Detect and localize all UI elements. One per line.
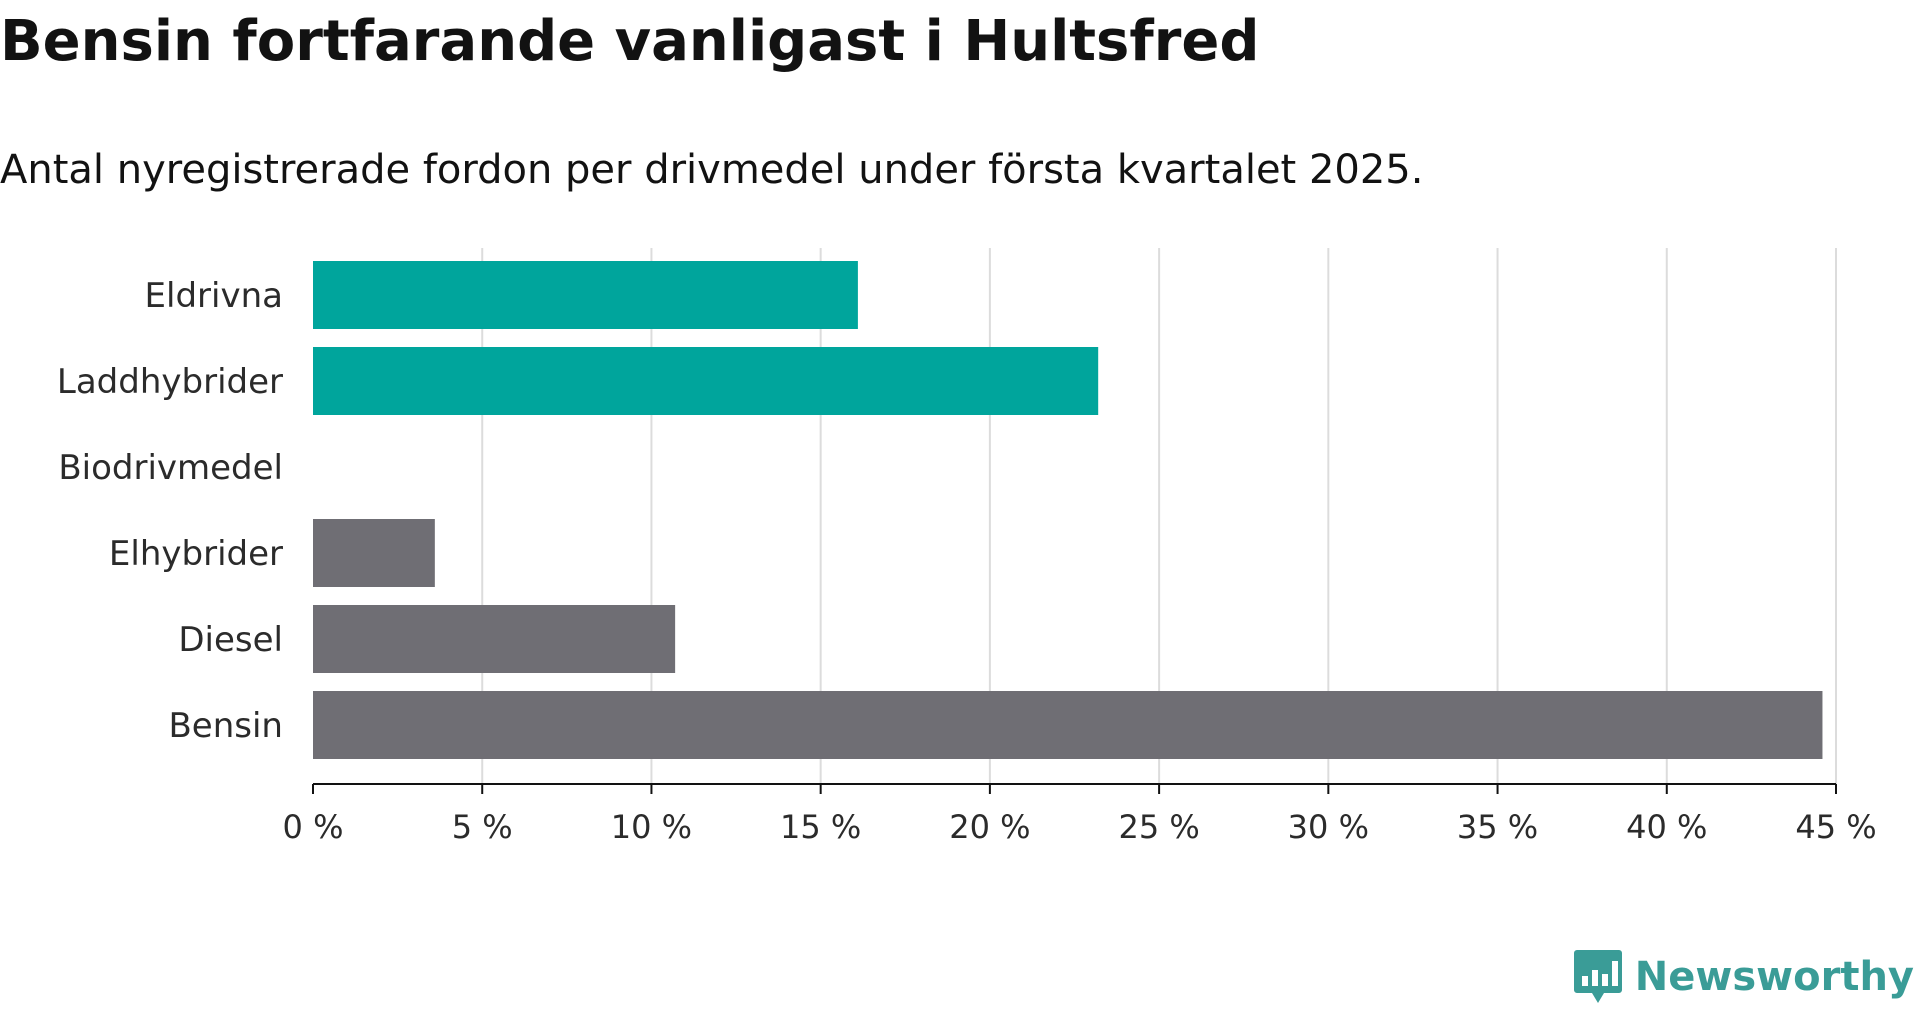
x-axis: 0 % 5 % 10 % 15 % 20 % 25 % 30 % 35 % 40 % 45 % [283,783,1877,846]
category-label: Diesel [178,620,283,660]
x-tick-label: 0 % [283,808,344,846]
x-tick-label: 5 % [452,808,513,846]
bar-eldrivna [313,261,858,329]
bars [313,261,1823,759]
category-label: Elhybrider [109,534,283,574]
x-tick-label: 15 % [780,808,861,846]
bar-laddhybrider [313,347,1099,415]
chart-subtitle: Antal nyregistrerade fordon per drivmede… [0,147,1424,193]
chart-title: Bensin fortfarande vanligast i Hultsfred [0,9,1260,74]
x-tick-label: 10 % [611,808,692,846]
x-tick-label: 25 % [1118,808,1199,846]
bar-diesel [313,605,676,673]
x-tick-label: 35 % [1457,808,1538,846]
bar-elhybrider [313,519,435,587]
category-label: Eldrivna [145,276,283,316]
bar-chart-speech-bubble-icon [1573,950,1622,1003]
category-label: Laddhybrider [57,362,283,402]
bar-bensin [313,691,1823,759]
newsworthy-logo: Newsworthy [1573,948,1914,1006]
category-label: Biodrivmedel [58,448,283,488]
category-label: Bensin [168,706,283,746]
category-labels: Eldrivna Laddhybrider Biodrivmedel Elhybrid… [57,276,283,746]
brand-name: Newsworthy [1634,954,1914,1000]
x-tick-label: 45 % [1795,808,1876,846]
x-tick-label: 30 % [1288,808,1369,846]
x-tick-label: 40 % [1626,808,1707,846]
x-tick-label: 20 % [949,808,1030,846]
